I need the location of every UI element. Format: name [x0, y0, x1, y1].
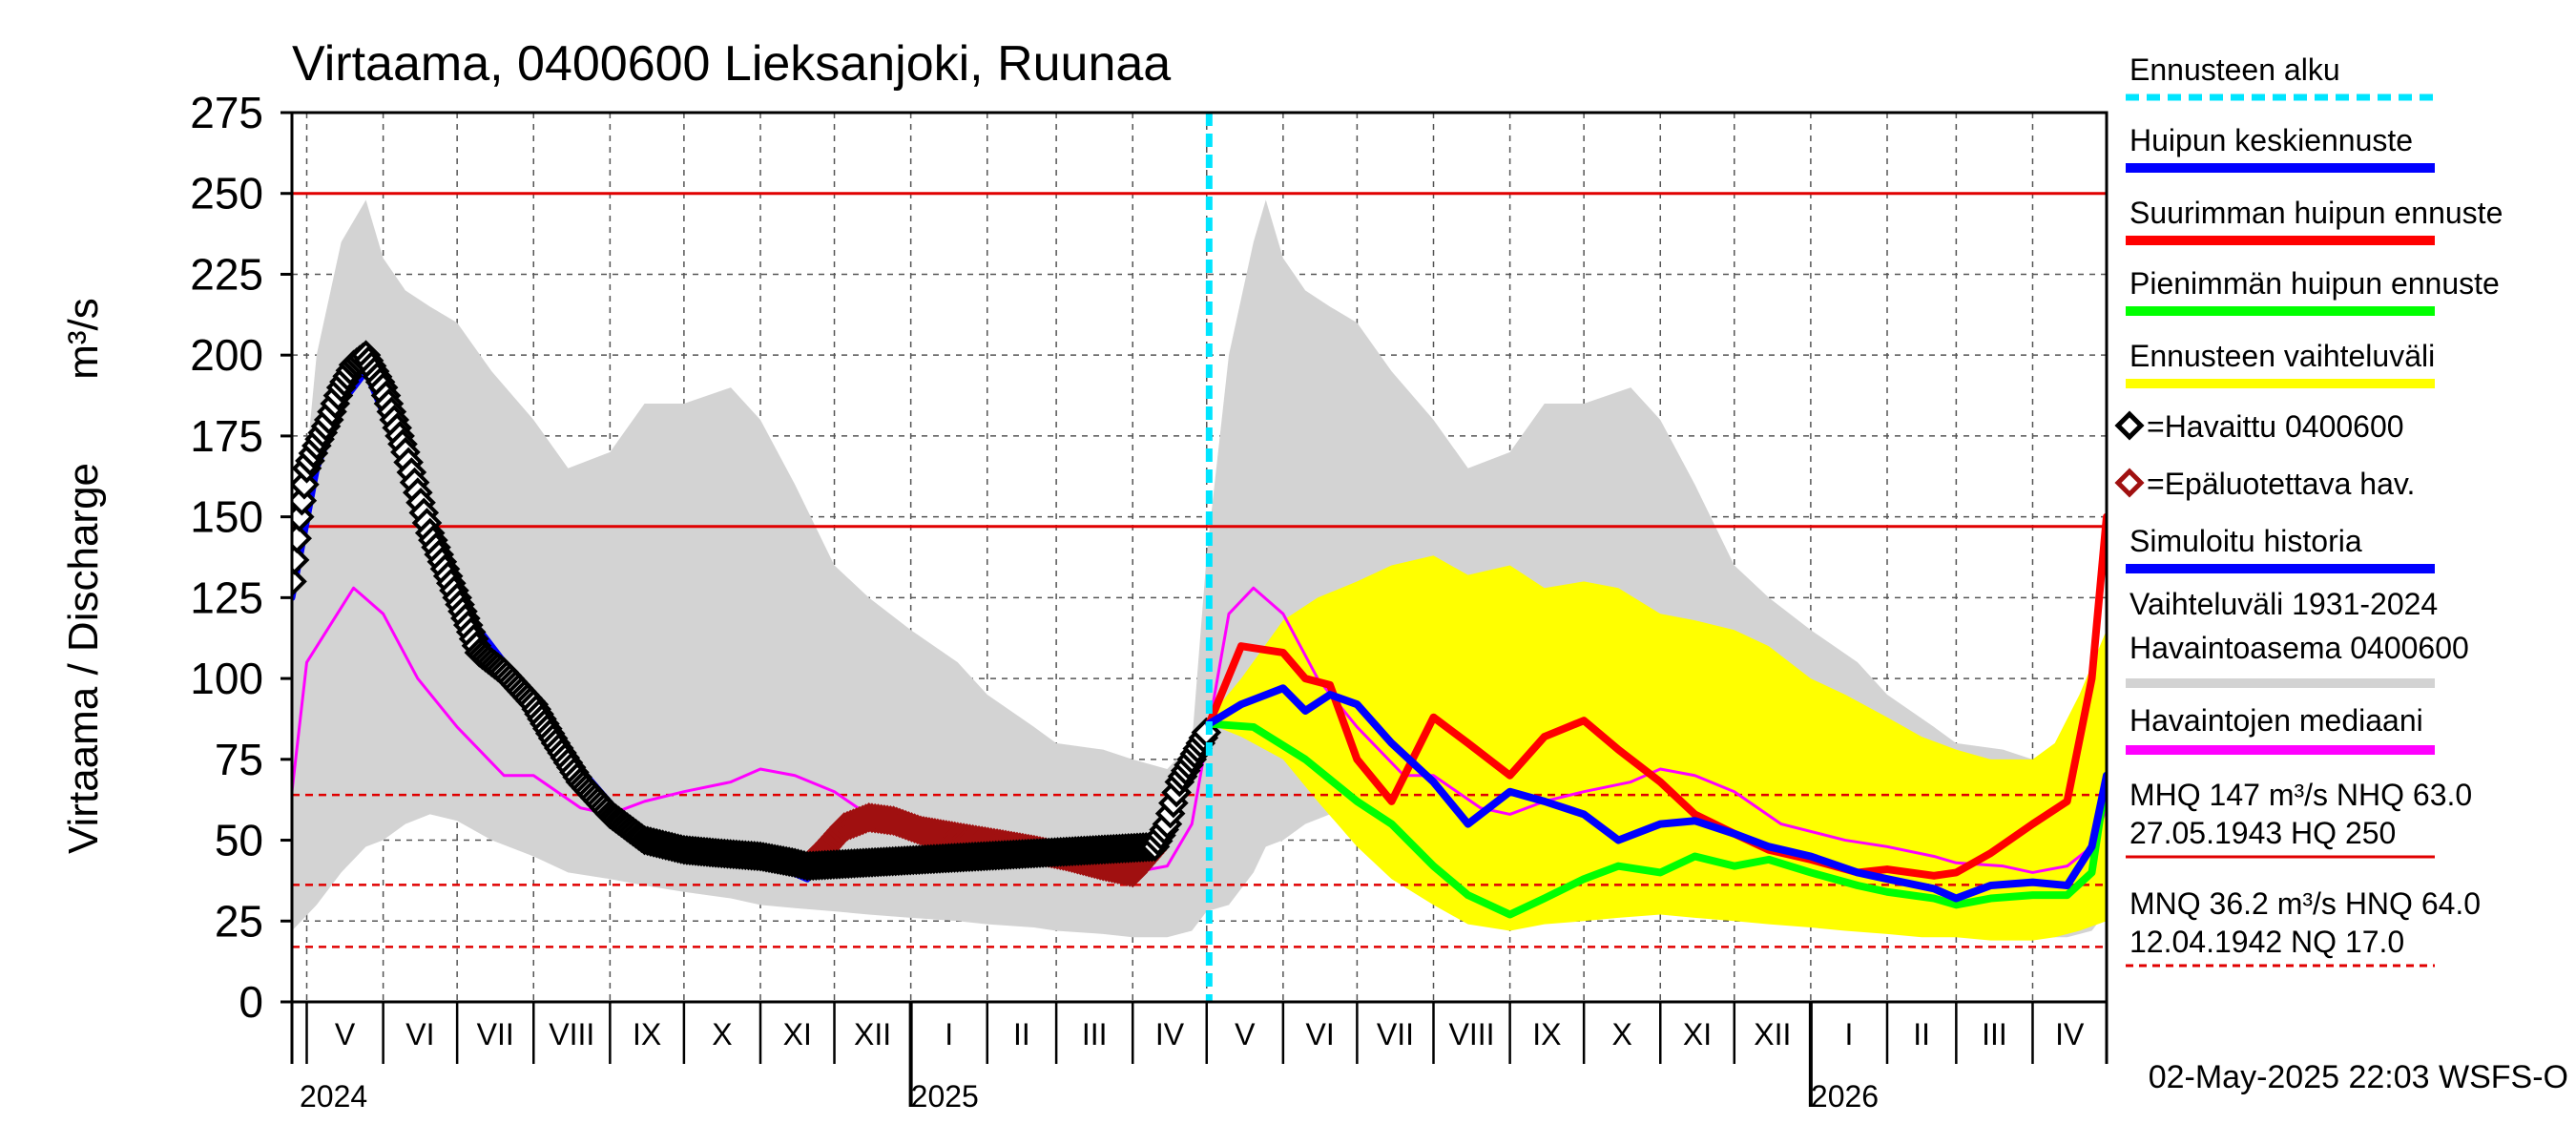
- observed-marker-group: [292, 340, 1222, 882]
- legend-entry-label: =Epäluotettava hav.: [2147, 467, 2415, 501]
- month-tick-label: IV: [1155, 1017, 1185, 1051]
- month-tick-label: II: [1013, 1017, 1030, 1051]
- month-tick-label: VII: [477, 1017, 514, 1051]
- y-tick-label: 125: [190, 572, 263, 622]
- month-tick-label: II: [1913, 1017, 1930, 1051]
- month-tick-label: X: [1612, 1017, 1632, 1051]
- year-tick-label: 2026: [1811, 1079, 1879, 1114]
- y-tick-label: 100: [190, 654, 263, 703]
- y-axis-label: Virtaama / Discharge: [60, 463, 107, 854]
- month-tick-label: III: [1982, 1017, 2007, 1051]
- year-tick-label: 2024: [300, 1079, 367, 1114]
- month-tick-label: IX: [633, 1017, 661, 1051]
- month-tick-label: X: [712, 1017, 732, 1051]
- year-tick-label: 2025: [911, 1079, 979, 1114]
- month-tick-label: XII: [854, 1017, 891, 1051]
- legend-entry-label: Pienimmän huipun ennuste: [2129, 266, 2500, 301]
- y-tick-label: 150: [190, 492, 263, 542]
- y-axis-unit: m³/s: [60, 298, 107, 380]
- forecast-range-band: [1209, 555, 2107, 941]
- plot-area: [292, 113, 2107, 1002]
- legend-entry-label: Ennusteen alku: [2129, 52, 2340, 87]
- y-tick-label: 200: [190, 330, 263, 380]
- footer-timestamp: 02-May-2025 22:03 WSFS-O: [2149, 1059, 2568, 1095]
- observed-marker: [292, 544, 310, 575]
- observed-marker: [292, 523, 312, 554]
- legend-entry-label: MNQ 36.2 m³/s HNQ 64.0: [2129, 886, 2481, 921]
- month-tick-label: VIII: [1449, 1017, 1495, 1051]
- legend-marker-diamond: [2114, 410, 2145, 441]
- legend: Ennusteen alku Huipun keskiennuste Suurimm…: [2114, 52, 2503, 968]
- legend-entry-label: Suurimman huipun ennuste: [2129, 196, 2503, 230]
- y-tick-label: 175: [190, 411, 263, 461]
- month-tick-label: XII: [1754, 1017, 1791, 1051]
- legend-entry-label: MHQ 147 m³/s NHQ 63.0: [2129, 778, 2472, 812]
- legend-entry-label: Simuloitu historia: [2129, 524, 2362, 558]
- observed-marker: [292, 485, 318, 516]
- y-tick-label: 0: [239, 977, 263, 1027]
- month-tick-label: XI: [783, 1017, 812, 1051]
- legend-entry-label: Havaintojen mediaani: [2129, 703, 2423, 738]
- y-tick-label: 250: [190, 169, 263, 219]
- month-tick-label: XI: [1683, 1017, 1712, 1051]
- month-tick-label: IX: [1532, 1017, 1561, 1051]
- month-tick-label: I: [1845, 1017, 1854, 1051]
- plot-content: [292, 113, 2107, 1002]
- y-tick-label: 25: [215, 896, 263, 946]
- legend-entry-label: Ennusteen vaihteluväli: [2129, 339, 2435, 373]
- y-tick-label: 275: [190, 88, 263, 137]
- series-max-peak-forecast-line: [1205, 512, 2107, 880]
- month-tick-label: V: [335, 1017, 356, 1051]
- month-tick-label: IV: [2055, 1017, 2085, 1051]
- legend-entry-label-line2: 12.04.1942 NQ 17.0: [2129, 925, 2404, 959]
- observed-marker: [292, 566, 307, 597]
- month-tick-label: VI: [405, 1017, 434, 1051]
- y-tick-label: 225: [190, 249, 263, 299]
- observed-marker: [292, 468, 320, 500]
- legend-entry-label: Vaihteluväli 1931-2024: [2129, 587, 2438, 621]
- month-tick-label: I: [945, 1017, 953, 1051]
- month-tick-label: VI: [1306, 1017, 1335, 1051]
- legend-marker-diamond: [2114, 468, 2145, 498]
- month-tick-label: V: [1235, 1017, 1256, 1051]
- series-mean-peak-forecast-line: [1205, 684, 2107, 903]
- y-tick-label: 50: [215, 816, 263, 865]
- legend-entry-label-line2: 27.05.1943 HQ 250: [2129, 816, 2396, 850]
- month-tick-label: VIII: [549, 1017, 594, 1051]
- month-tick-label: VII: [1377, 1017, 1414, 1051]
- legend-entry-label-line2: Havaintoasema 0400600: [2129, 631, 2469, 665]
- series-min-peak-forecast-line: [1205, 719, 2107, 919]
- chart-title: Virtaama, 0400600 Lieksanjoki, Ruunaa: [292, 36, 1171, 92]
- y-tick-label: 75: [215, 735, 263, 784]
- legend-entry-label: Huipun keskiennuste: [2129, 123, 2413, 157]
- plot-frame: [290, 111, 2109, 1004]
- month-tick-label: III: [1082, 1017, 1108, 1051]
- legend-entry-label: =Havaittu 0400600: [2147, 409, 2404, 444]
